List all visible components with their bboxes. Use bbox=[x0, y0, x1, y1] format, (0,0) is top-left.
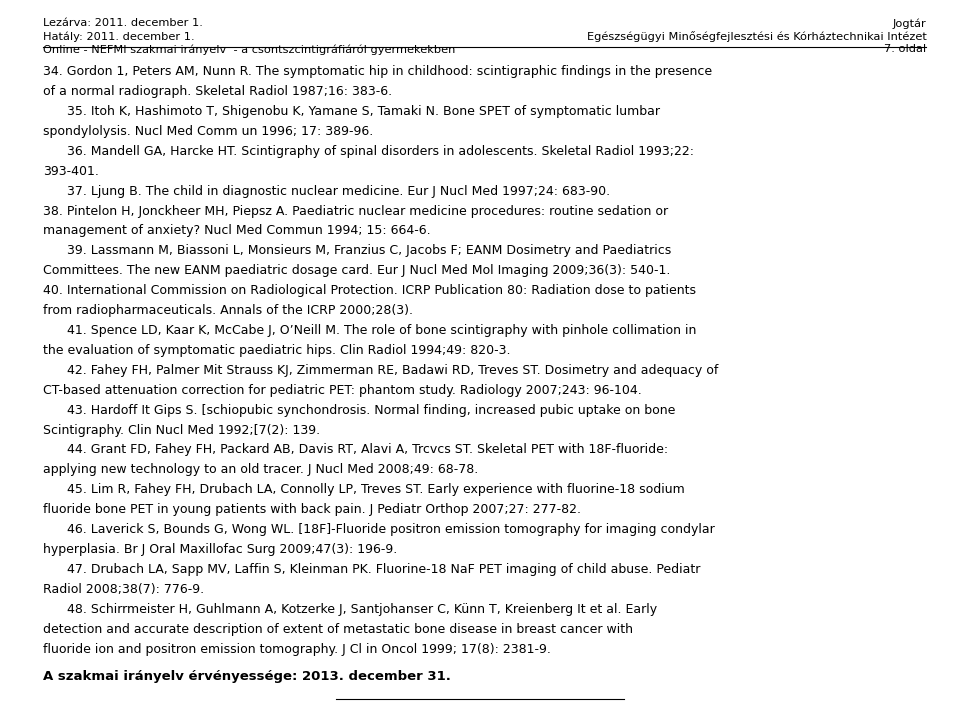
Text: Scintigraphy. Clin Nucl Med 1992;[7(2): 139.: Scintigraphy. Clin Nucl Med 1992;[7(2): … bbox=[43, 424, 321, 437]
Text: Radiol 2008;38(7): 776-9.: Radiol 2008;38(7): 776-9. bbox=[43, 583, 204, 596]
Text: fluoride bone PET in young patients with back pain. J Pediatr Orthop 2007;27: 27: fluoride bone PET in young patients with… bbox=[43, 503, 581, 516]
Text: hyperplasia. Br J Oral Maxillofac Surg 2009;47(3): 196-9.: hyperplasia. Br J Oral Maxillofac Surg 2… bbox=[43, 543, 397, 556]
Text: 393-401.: 393-401. bbox=[43, 164, 99, 177]
Text: 34. Gordon 1, Peters AM, Nunn R. The symptomatic hip in childhood: scintigraphic: 34. Gordon 1, Peters AM, Nunn R. The sym… bbox=[43, 65, 712, 78]
Text: 43. Hardoff It Gips S. [schiopubic synchondrosis. Normal finding, increased pubi: 43. Hardoff It Gips S. [schiopubic synch… bbox=[67, 403, 676, 416]
Text: Hatály: 2011. december 1.: Hatály: 2011. december 1. bbox=[43, 31, 195, 42]
Text: spondylolysis. Nucl Med Comm un 1996; 17: 389-96.: spondylolysis. Nucl Med Comm un 1996; 17… bbox=[43, 125, 373, 138]
Text: Committees. The new EANM paediatric dosage card. Eur J Nucl Med Mol Imaging 2009: Committees. The new EANM paediatric dosa… bbox=[43, 264, 671, 277]
Text: 39. Lassmann M, Biassoni L, Monsieurs M, Franzius C, Jacobs F; EANM Dosimetry an: 39. Lassmann M, Biassoni L, Monsieurs M,… bbox=[67, 244, 671, 257]
Text: applying new technology to an old tracer. J Nucl Med 2008;49: 68-78.: applying new technology to an old tracer… bbox=[43, 463, 478, 476]
Text: CT-based attenuation correction for pediatric PET: phantom study. Radiology 2007: CT-based attenuation correction for pedi… bbox=[43, 384, 642, 397]
Text: Jogtár: Jogtár bbox=[893, 18, 926, 29]
Text: 45. Lim R, Fahey FH, Drubach LA, Connolly LP, Treves ST. Early experience with f: 45. Lim R, Fahey FH, Drubach LA, Connoll… bbox=[67, 483, 684, 496]
Text: the evaluation of symptomatic paediatric hips. Clin Radiol 1994;49: 820-3.: the evaluation of symptomatic paediatric… bbox=[43, 344, 511, 357]
Text: A szakmai irányelv érvényessége: 2013. december 31.: A szakmai irányelv érvényessége: 2013. d… bbox=[43, 670, 451, 683]
Text: 46. Laverick S, Bounds G, Wong WL. [18F]-Fluoride positron emission tomography f: 46. Laverick S, Bounds G, Wong WL. [18F]… bbox=[67, 523, 715, 536]
Text: 36. Mandell GA, Harcke HT. Scintigraphy of spinal disorders in adolescents. Skel: 36. Mandell GA, Harcke HT. Scintigraphy … bbox=[67, 145, 694, 158]
Text: 7. oldal: 7. oldal bbox=[884, 44, 926, 54]
Text: fluoride ion and positron emission tomography. J Cl in Oncol 1999; 17(8): 2381-9: fluoride ion and positron emission tomog… bbox=[43, 642, 551, 655]
Text: 44. Grant FD, Fahey FH, Packard AB, Davis RT, Alavi A, Trcvcs ST. Skeletal PET w: 44. Grant FD, Fahey FH, Packard AB, Davi… bbox=[67, 443, 668, 456]
Text: management of anxiety? Nucl Med Commun 1994; 15: 664-6.: management of anxiety? Nucl Med Commun 1… bbox=[43, 224, 431, 237]
Text: Egészségügyi Minőségfejlesztési és Kórháztechnikai Intézet: Egészségügyi Minőségfejlesztési és Kórhá… bbox=[587, 31, 926, 42]
Text: 38. Pintelon H, Jonckheer MH, Piepsz A. Paediatric nuclear medicine procedures: : 38. Pintelon H, Jonckheer MH, Piepsz A. … bbox=[43, 204, 668, 217]
Text: 35. Itoh K, Hashimoto T, Shigenobu K, Yamane S, Tamaki N. Bone SPET of symptomat: 35. Itoh K, Hashimoto T, Shigenobu K, Ya… bbox=[67, 105, 660, 118]
Text: of a normal radiograph. Skeletal Radiol 1987;16: 383-6.: of a normal radiograph. Skeletal Radiol … bbox=[43, 85, 393, 98]
Text: detection and accurate description of extent of metastatic bone disease in breas: detection and accurate description of ex… bbox=[43, 623, 634, 636]
Text: 48. Schirrmeister H, Guhlmann A, Kotzerke J, Santjohanser C, Künn T, Kreienberg : 48. Schirrmeister H, Guhlmann A, Kotzerk… bbox=[67, 602, 658, 615]
Text: Lezárva: 2011. december 1.: Lezárva: 2011. december 1. bbox=[43, 18, 204, 28]
Text: 42. Fahey FH, Palmer Mit Strauss KJ, Zimmerman RE, Badawi RD, Treves ST. Dosimet: 42. Fahey FH, Palmer Mit Strauss KJ, Zim… bbox=[67, 363, 719, 376]
Text: from radiopharmaceuticals. Annals of the ICRP 2000;28(3).: from radiopharmaceuticals. Annals of the… bbox=[43, 304, 413, 317]
Text: 37. Ljung B. The child in diagnostic nuclear medicine. Eur J Nucl Med 1997;24: 6: 37. Ljung B. The child in diagnostic nuc… bbox=[67, 185, 611, 198]
Text: 47. Drubach LA, Sapp MV, Laffin S, Kleinman PK. Fluorine-18 NaF PET imaging of c: 47. Drubach LA, Sapp MV, Laffin S, Klein… bbox=[67, 563, 701, 576]
Text: Online - NEFMI szakmai irányelv  - a csontszcintigráfiáról gyermekekben: Online - NEFMI szakmai irányelv - a cson… bbox=[43, 44, 456, 55]
Text: 41. Spence LD, Kaar K, McCabe J, O’Neill M. The role of bone scintigraphy with p: 41. Spence LD, Kaar K, McCabe J, O’Neill… bbox=[67, 324, 697, 337]
Text: 40. International Commission on Radiological Protection. ICRP Publication 80: Ra: 40. International Commission on Radiolog… bbox=[43, 284, 696, 297]
